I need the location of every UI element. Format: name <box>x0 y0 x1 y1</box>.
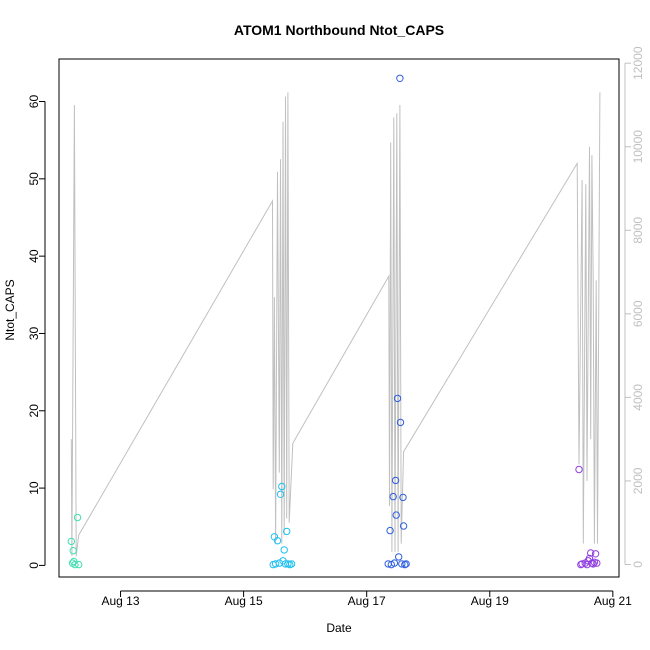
y-tick-label-2: 20 <box>27 404 41 418</box>
data-point-s0-0 <box>67 537 76 546</box>
data-point-s0-4 <box>71 560 79 569</box>
plot-frame <box>58 58 620 578</box>
y2-tick-label-0: 0 <box>631 561 645 568</box>
data-point-s1-10 <box>283 527 291 536</box>
data-point-s2-5 <box>391 476 400 485</box>
data-point-s2-13 <box>399 522 408 530</box>
x-tick-label-1: Aug 15 <box>225 594 263 608</box>
x-tick-label-2: Aug 17 <box>348 594 386 608</box>
data-point-s2-4 <box>390 559 399 567</box>
data-point-s2-7 <box>393 394 402 403</box>
y-tick-label-1: 10 <box>27 481 41 495</box>
data-point-s0-6 <box>75 560 83 569</box>
secondary-series-line <box>70 92 601 557</box>
data-point-s2-15 <box>402 560 410 568</box>
y-axis-label: Ntot_CAPS <box>3 279 17 340</box>
y2-tick-label-1: 2000 <box>631 467 645 494</box>
x-tick-label-4: Aug 21 <box>594 594 632 608</box>
y2-tick-label-3: 6000 <box>631 300 645 327</box>
chart-title: ATOM1 Northbound Ntot_CAPS <box>234 22 444 38</box>
data-point-s2-10 <box>396 418 405 427</box>
data-point-s2-8 <box>395 553 403 561</box>
data-point-s0-5 <box>73 513 82 522</box>
data-point-s1-2 <box>271 560 280 568</box>
y-tick-label-3: 30 <box>27 326 41 340</box>
data-point-s1-5 <box>276 490 285 498</box>
y-tick-label-5: 50 <box>27 172 41 186</box>
data-point-s0-3 <box>69 547 77 555</box>
data-point-s2-9 <box>396 74 404 83</box>
data-point-s3-11 <box>591 550 600 558</box>
y2-tick-label-5: 10000 <box>631 130 645 164</box>
data-point-s1-3 <box>273 537 282 545</box>
data-point-s2-3 <box>389 492 397 501</box>
data-point-s3-7 <box>587 549 595 557</box>
y-tick-label-4: 40 <box>27 249 41 263</box>
data-point-s3-2 <box>578 560 586 568</box>
data-point-s2-6 <box>392 511 400 519</box>
secondary-line-layer <box>70 92 601 557</box>
y-tick-label-6: 60 <box>27 95 41 109</box>
data-point-s2-1 <box>386 526 394 535</box>
data-point-s3-9 <box>589 560 597 568</box>
x-tick-label-3: Aug 19 <box>471 594 509 608</box>
y2-tick-label-4: 8000 <box>631 217 645 244</box>
y2-tick-label-6: 12000 <box>631 46 645 80</box>
y2-tick-label-2: 4000 <box>631 384 645 411</box>
data-point-s3-0 <box>575 465 583 474</box>
data-point-s2-11 <box>398 560 406 568</box>
data-point-s1-13 <box>287 560 296 568</box>
axes-layer: 0 10 20 30 40 50 60 0 2000 4000 6000 8000 10000 12000… <box>27 46 645 608</box>
y-tick-label-0: 0 <box>27 562 41 569</box>
data-point-s1-8 <box>280 546 288 554</box>
x-tick-label-0: Aug 13 <box>102 594 140 608</box>
data-point-s2-12 <box>399 493 407 502</box>
data-point-s1-6 <box>278 482 286 491</box>
points-layer <box>67 74 601 569</box>
data-point-s3-12 <box>593 559 601 567</box>
x-axis-label: Date <box>326 621 352 635</box>
